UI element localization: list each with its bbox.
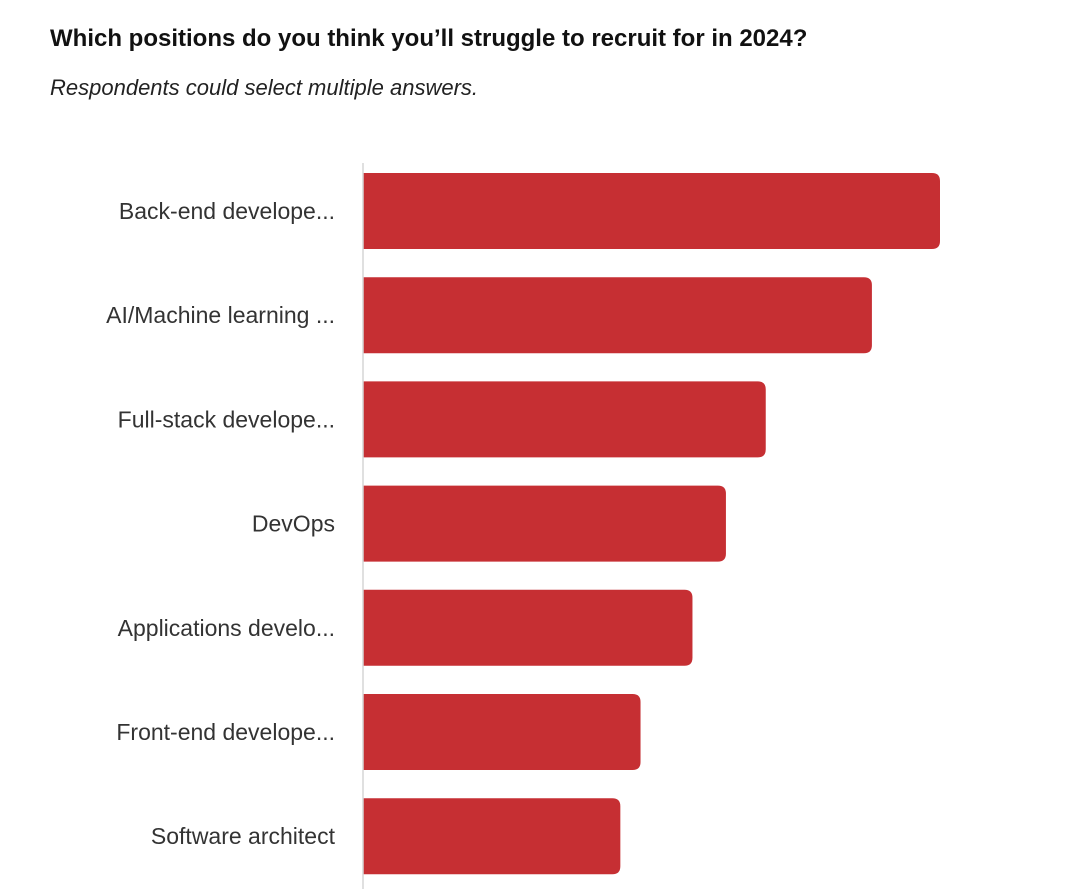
category-label-0: Back-end develope... bbox=[119, 198, 335, 224]
category-label-5: Front-end develope... bbox=[116, 719, 335, 745]
bars bbox=[363, 173, 940, 875]
category-label-3: DevOps bbox=[252, 511, 335, 537]
bar-0 bbox=[363, 173, 940, 249]
category-label-2: Full-stack develope... bbox=[118, 406, 335, 432]
bar-6 bbox=[363, 798, 621, 875]
category-label-6: Software architect bbox=[151, 823, 336, 849]
category-labels: Back-end develope... AI/Machine learning … bbox=[106, 198, 335, 849]
bar-5 bbox=[363, 694, 641, 770]
bar-4 bbox=[363, 589, 693, 666]
bar-2 bbox=[363, 381, 766, 458]
bar-1 bbox=[363, 277, 872, 354]
category-label-4: Applications develo... bbox=[118, 615, 335, 641]
category-label-1: AI/Machine learning ... bbox=[106, 302, 335, 328]
chart-subtitle: Respondents could select multiple answer… bbox=[50, 75, 479, 100]
bar-3 bbox=[363, 485, 726, 562]
chart-title: Which positions do you think you’ll stru… bbox=[50, 25, 808, 52]
